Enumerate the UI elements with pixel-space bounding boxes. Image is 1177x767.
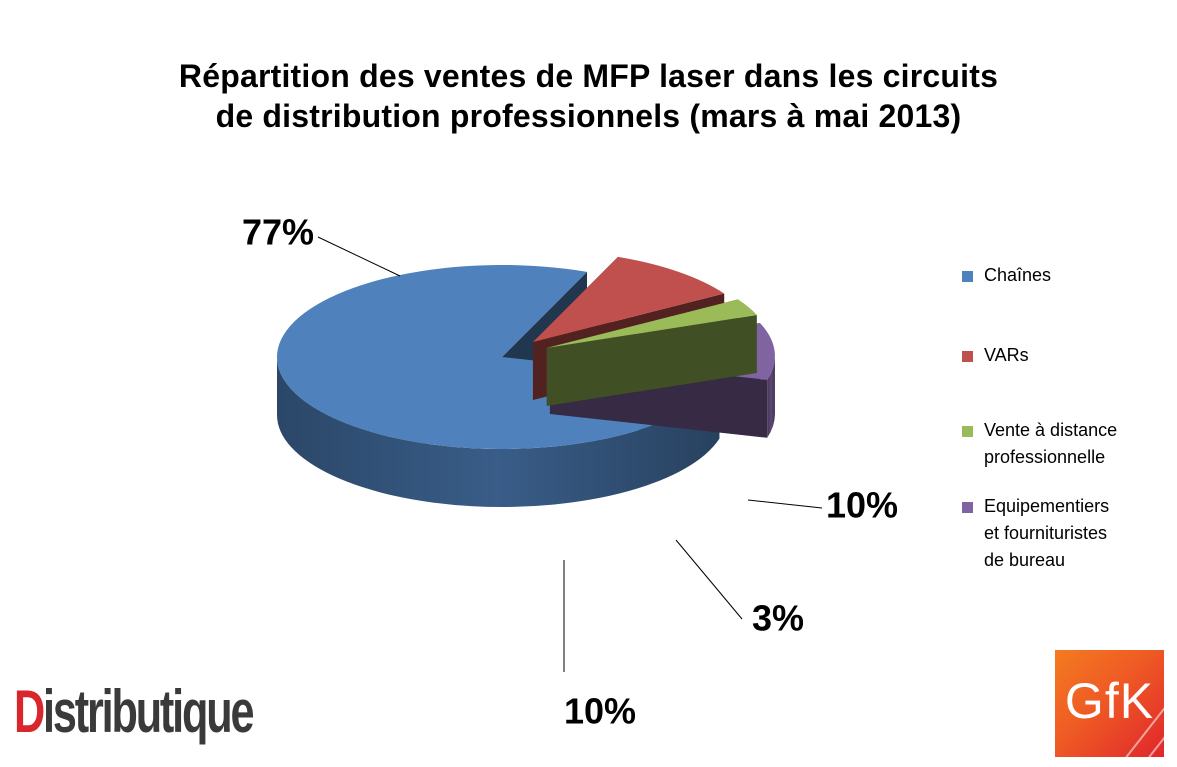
- legend-label: VARs: [984, 342, 1174, 369]
- pie-slices: [277, 256, 775, 507]
- leader-line: [747, 499, 823, 509]
- legend-swatch: [962, 351, 973, 362]
- gfk-logo-text: GfK: [1064, 673, 1155, 729]
- leader-line: [317, 236, 401, 277]
- legend-swatch: [962, 426, 973, 437]
- legend-label-line: Chaînes: [984, 265, 1052, 285]
- legend-swatch: [962, 271, 973, 282]
- legend-label-line: Equipementiers: [984, 496, 1110, 516]
- legend-label-line: VARs: [984, 345, 1029, 365]
- legend-swatch: [962, 502, 973, 513]
- legend-label: Vente à distance professionnelle: [984, 417, 1174, 471]
- distributique-logo-initial: D: [14, 678, 45, 745]
- data-label: 77%: [242, 212, 314, 253]
- pie-slice-side: [277, 357, 720, 507]
- chart-title-line-1: Répartition des ventes de MFP laser dans…: [178, 58, 999, 94]
- legend-label: Chaînes: [984, 262, 1174, 289]
- data-label: 10%: [826, 485, 898, 526]
- legend-label-line: Vente à distance: [984, 420, 1118, 440]
- chart-title: Répartition des ventes de MFP laser dans…: [0, 56, 1177, 136]
- pie-slice-top: [532, 256, 725, 343]
- legend-label: Equipementiers et fournituristes de bure…: [984, 493, 1174, 574]
- legend-label-line: et fournituristes: [984, 523, 1108, 543]
- legend-label-line: professionnelle: [984, 447, 1106, 467]
- pie-slice-2: [546, 299, 757, 406]
- data-label: 3%: [752, 598, 804, 639]
- gfk-logo: GfK: [1055, 650, 1164, 757]
- pie-slice-wall: [546, 314, 757, 406]
- data-label: 10%: [564, 691, 636, 732]
- distributique-logo: Distributique: [14, 678, 254, 745]
- legend-label-line: de bureau: [984, 550, 1066, 570]
- chart-title-line-2: de distribution professionnels (mars à m…: [215, 98, 962, 134]
- pie-slice-side: [767, 355, 775, 438]
- leader-line: [675, 539, 743, 620]
- pie-slice-top: [546, 299, 757, 348]
